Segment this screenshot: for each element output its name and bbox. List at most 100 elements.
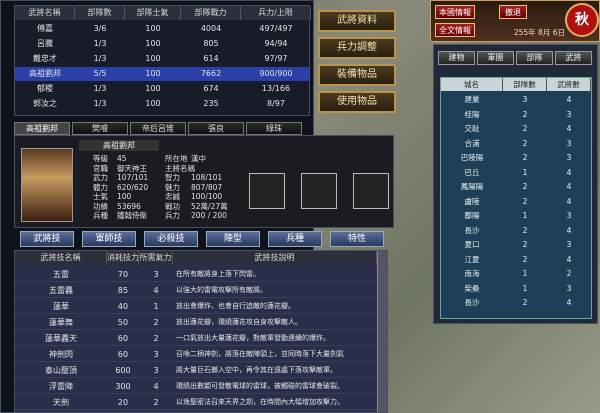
table-row[interactable]: 呂騰 1/3 100 805 94/94 <box>15 37 309 51</box>
table-cell: 300 <box>115 382 131 391</box>
table-cell: 1/3 <box>93 54 107 63</box>
table-cell: 南海 <box>464 269 480 278</box>
table-cell: 傅嘉 <box>37 24 53 33</box>
column-header: 武將技說明 <box>173 251 377 265</box>
table-row[interactable]: 傅嘉 3/6 100 4004 497/497 <box>15 22 309 36</box>
table-cell: 50 <box>117 318 129 327</box>
stat-label: 主將名稱 <box>165 163 195 173</box>
table-row[interactable]: 浮雷陣 300 4 環繞出數顆可發散電球的雷球，被觸碰的雷球會破裂。 <box>15 379 377 394</box>
table-row[interactable]: 五雷 70 3 在所有敵將身上落下閃雷。 <box>15 267 377 282</box>
table-row[interactable]: 泰山壓頂 600 3 將大量巨石擲入空中，再令其在遠處下落攻擊敵軍。 <box>15 363 377 378</box>
officer-tab[interactable]: 帝后呂雉 <box>130 122 186 135</box>
table-cell: 2 <box>153 334 159 343</box>
table-row[interactable]: 巴陵陽 2 3 <box>441 151 591 165</box>
table-row[interactable]: 蓮華轟天 60 2 一口氣放出大量蓮花瓣，對敵軍發動連續的爆炸。 <box>15 331 377 346</box>
officer-tab[interactable]: 張良 <box>188 122 244 135</box>
city-tab[interactable]: 軍團 <box>477 51 514 65</box>
status-button[interactable]: 撤退 <box>499 5 527 19</box>
table-cell: 4004 <box>200 24 222 33</box>
table-cell: 3 <box>566 240 572 249</box>
table-cell: 巴丘 <box>464 167 480 177</box>
table-row[interactable]: 長沙 2 4 <box>441 224 591 238</box>
table-cell: 3 <box>153 366 159 375</box>
table-row[interactable]: 郭汝之 1/3 100 235 8/97 <box>15 97 309 111</box>
table-cell: 4 <box>566 225 572 235</box>
table-row[interactable]: 巴丘 1 4 <box>441 166 591 180</box>
stat-value: 200 / 200 <box>191 211 227 220</box>
table-cell: 3 <box>153 270 159 279</box>
table-cell: 7662 <box>200 69 222 78</box>
table-row[interactable]: 蓮華 40 1 放出會爆炸、也會自行追敵的蓮花瓣。 <box>15 299 377 314</box>
officer-tab[interactable]: 高祖劉邦 <box>14 122 70 135</box>
table-row[interactable]: 桂陽 2 3 <box>441 108 591 122</box>
table-cell: 100 <box>145 39 161 48</box>
command-button[interactable]: 武將資料 <box>318 10 396 32</box>
stat-value: 御天神王 <box>117 163 147 173</box>
table-cell: 高祖劉邦 <box>29 69 61 78</box>
table-row[interactable]: 合浦 2 3 <box>441 137 591 151</box>
table-cell: 4 <box>566 124 572 133</box>
table-row[interactable]: 盧陵 2 4 <box>441 195 591 209</box>
city-tab[interactable]: 建物 <box>438 51 475 65</box>
table-cell: 浮雷陣 <box>49 382 73 391</box>
equip-slot[interactable] <box>249 173 285 209</box>
table-cell: 100 <box>145 84 161 93</box>
column-header: 部隊戰力 <box>181 6 241 20</box>
table-cell: 20 <box>117 398 129 407</box>
stat-value: 52萬/27萬 <box>191 201 228 211</box>
scrollbar[interactable] <box>377 251 387 412</box>
stat-value: 107/101 <box>117 173 149 182</box>
table-cell: 100 <box>145 54 161 63</box>
stat-label: 官職 <box>93 163 108 173</box>
table-row[interactable]: 五雷轟 85 4 以強大的雷電攻擊所有敵將。 <box>15 283 377 298</box>
table-row[interactable]: 蓮華舞 50 2 放出蓮花瓣，環繞蓮花攻自身攻擊敵人。 <box>15 315 377 330</box>
table-cell: 建業 <box>464 95 480 104</box>
skill-tab[interactable]: 軍師技 <box>82 231 136 247</box>
skill-tab[interactable]: 特性 <box>330 231 384 247</box>
skill-tab[interactable]: 兵種 <box>268 231 322 247</box>
table-cell: 合浦 <box>464 138 480 148</box>
table-row[interactable]: 南海 1 2 <box>441 267 591 281</box>
column-header: 城名 <box>441 78 503 91</box>
city-tab[interactable]: 部隊 <box>516 51 553 65</box>
column-header: 部隊士氣 <box>125 6 181 20</box>
stat-label: 兵力 <box>165 211 180 220</box>
status-button[interactable]: 全文情報 <box>435 23 475 37</box>
command-button[interactable]: 使用物品 <box>318 91 396 113</box>
table-cell: 泰山壓頂 <box>45 366 77 375</box>
table-cell: 長沙 <box>464 225 480 235</box>
command-button[interactable]: 裝備物品 <box>318 64 396 86</box>
skill-tab[interactable]: 陣型 <box>206 231 260 247</box>
table-cell: 放出蓮花瓣，環繞蓮花攻自身攻擊敵人。 <box>176 318 302 326</box>
table-row[interactable]: 戴忠才 1/3 100 614 97/97 <box>15 52 309 66</box>
table-row[interactable]: 天劍 20 2 以逸聖密法召來天界之劍，在時間內大幅增加攻擊力。 <box>15 395 377 410</box>
table-row[interactable]: 長沙 2 4 <box>441 296 591 310</box>
column-header: 消耗技力 <box>107 251 139 265</box>
stat-label: 所在地 <box>165 154 188 163</box>
command-button[interactable]: 兵力調整 <box>318 37 396 59</box>
table-row[interactable]: 神劍閃 60 3 召喚二柄神劍，將落在敵陣頭上，並同時落下大量劍氣 <box>15 347 377 362</box>
table-row[interactable]: 江夏 2 4 <box>441 253 591 267</box>
status-button[interactable]: 本國情報 <box>435 5 475 19</box>
skill-tab[interactable]: 必殺技 <box>144 231 198 247</box>
officer-tab[interactable]: 綠珠 <box>246 122 302 135</box>
equip-slot[interactable] <box>301 173 337 209</box>
table-row[interactable]: 鳳陽陽 2 4 <box>441 180 591 194</box>
table-row[interactable]: 柴桑 1 3 <box>441 282 591 296</box>
table-row[interactable]: 交趾 2 4 <box>441 122 591 136</box>
skill-tab[interactable]: 武將技 <box>20 231 74 247</box>
table-cell: 鳳陽陽 <box>460 182 484 191</box>
table-row[interactable]: 鄱陽 1 3 <box>441 209 591 223</box>
column-header: 兵力/上限 <box>241 6 311 20</box>
city-tab[interactable]: 武將 <box>555 51 592 65</box>
equip-slot[interactable] <box>353 173 389 209</box>
officer-tab[interactable]: 樊噲 <box>72 122 128 135</box>
stat-label: 體力 <box>93 182 108 192</box>
column-header: 武將技名稱 <box>15 251 107 265</box>
table-cell: 2 <box>522 240 528 249</box>
table-row[interactable]: 建業 3 4 <box>441 93 591 107</box>
table-row[interactable]: 郁稷 1/3 100 674 13/166 <box>15 82 309 96</box>
table-row[interactable]: 高祖劉邦 5/5 100 7662 900/900 <box>15 67 309 81</box>
table-row[interactable]: 夏口 2 3 <box>441 238 591 252</box>
